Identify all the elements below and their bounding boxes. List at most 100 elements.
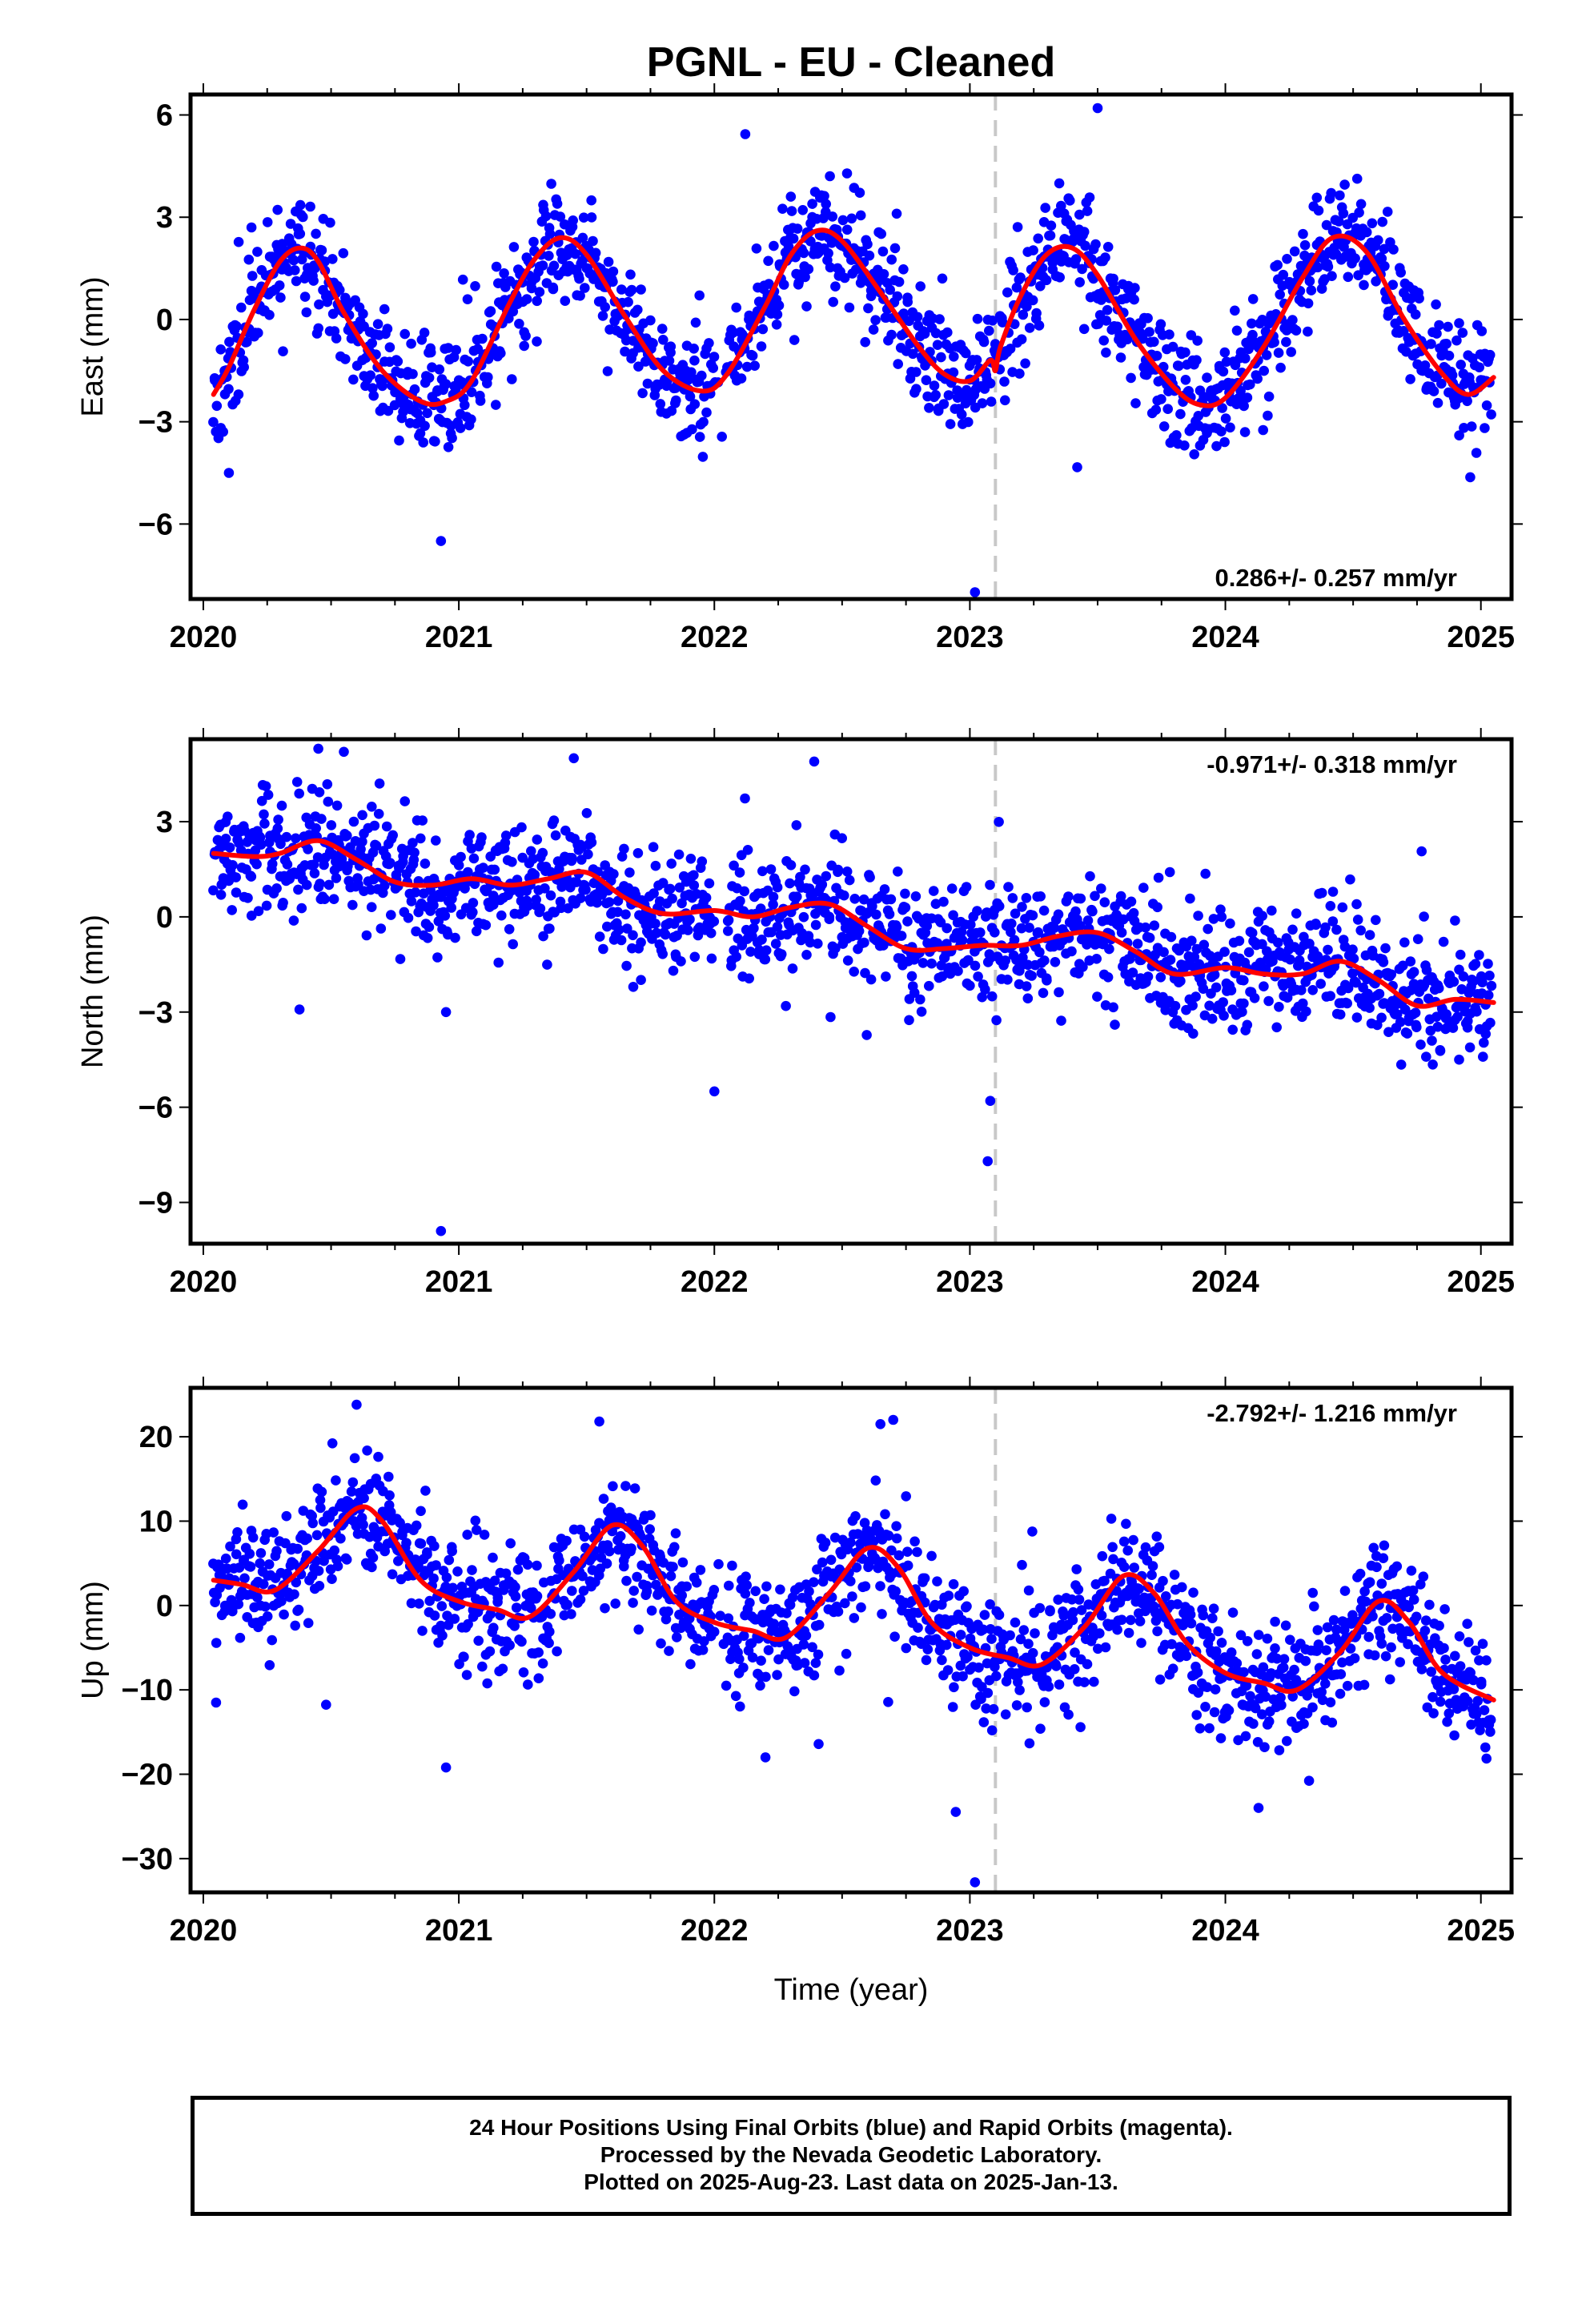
up-point xyxy=(1121,1518,1131,1530)
up-point xyxy=(1282,1735,1292,1747)
up-point xyxy=(670,1528,681,1538)
up-point xyxy=(335,1533,346,1544)
north-point xyxy=(1153,872,1164,883)
up-point xyxy=(1146,1570,1157,1580)
north-point xyxy=(865,974,877,985)
up-point xyxy=(798,1639,809,1650)
north-y-tick-label: 0 xyxy=(156,901,173,935)
north-data-layer xyxy=(208,739,1497,1244)
north-point xyxy=(554,863,564,875)
east-point xyxy=(308,275,319,286)
north-x-tick-label: 2021 xyxy=(425,1265,493,1299)
up-point xyxy=(889,1631,900,1642)
east-point xyxy=(491,400,501,410)
up-point xyxy=(919,1573,930,1584)
up-point xyxy=(1209,1707,1220,1718)
north-point xyxy=(1211,982,1222,993)
north-point xyxy=(432,952,443,963)
up-x-tick-label: 2025 xyxy=(1447,1914,1515,1948)
east-point xyxy=(1056,200,1066,211)
north-point xyxy=(316,814,327,824)
north-point xyxy=(990,927,1000,938)
up-point xyxy=(912,1546,922,1558)
east-point xyxy=(499,268,509,279)
up-point xyxy=(1223,1705,1235,1716)
east-data-layer xyxy=(208,94,1496,599)
north-point xyxy=(1002,975,1013,985)
east-point xyxy=(1326,187,1336,199)
north-point xyxy=(837,833,847,843)
east-point xyxy=(1164,329,1174,340)
up-point xyxy=(950,1807,962,1817)
east-point xyxy=(1275,362,1286,373)
up-point xyxy=(1158,1575,1168,1586)
up-point xyxy=(709,1585,720,1595)
north-point xyxy=(1412,934,1423,944)
north-point xyxy=(1237,1007,1247,1017)
up-point xyxy=(741,1571,751,1582)
east-point xyxy=(243,254,255,265)
east-point xyxy=(1321,219,1332,231)
up-point xyxy=(883,1697,893,1707)
north-point xyxy=(985,1096,996,1106)
up-point xyxy=(845,1537,856,1548)
east-point xyxy=(570,248,580,259)
north-point xyxy=(1468,975,1479,987)
up-point xyxy=(1058,1610,1069,1621)
east-point xyxy=(483,372,493,383)
north-point xyxy=(1227,1024,1238,1035)
east-point xyxy=(747,350,758,361)
east-point xyxy=(436,536,447,546)
up-point xyxy=(1140,1542,1151,1553)
east-point xyxy=(1102,304,1113,316)
east-point xyxy=(274,280,285,291)
north-point xyxy=(1024,923,1034,933)
east-point xyxy=(685,391,696,402)
north-point xyxy=(676,956,686,967)
up-point xyxy=(1024,1738,1035,1749)
east-point xyxy=(1028,245,1038,255)
east-point xyxy=(430,436,440,447)
north-point xyxy=(1127,967,1138,978)
north-point xyxy=(563,903,573,914)
up-point xyxy=(289,1589,299,1600)
north-point xyxy=(1075,893,1086,904)
east-point xyxy=(548,260,560,271)
north-point xyxy=(259,809,269,820)
up-point xyxy=(629,1483,640,1494)
north-point xyxy=(1155,972,1166,983)
east-point xyxy=(544,228,556,239)
east-point xyxy=(878,269,889,279)
up-point xyxy=(1260,1691,1271,1702)
up-point xyxy=(1192,1667,1203,1678)
north-point xyxy=(1372,1019,1383,1031)
up-point xyxy=(1443,1708,1455,1719)
up-point xyxy=(1226,1647,1237,1658)
up-point xyxy=(840,1598,850,1609)
north-point xyxy=(586,837,597,848)
east-point xyxy=(1454,318,1464,328)
east-point xyxy=(938,399,950,409)
up-point xyxy=(1181,1651,1192,1662)
north-point xyxy=(1304,939,1315,949)
up-point xyxy=(948,1578,959,1590)
east-point xyxy=(1361,227,1372,238)
up-point xyxy=(620,1481,631,1491)
up-point xyxy=(1152,1626,1162,1637)
north-point xyxy=(604,897,615,907)
panel-up: 2020 2021 2022 2023 2024 2025−30−20−1001020Up… xyxy=(76,1377,1523,1948)
up-point xyxy=(909,1536,920,1547)
north-point xyxy=(272,823,283,834)
up-point xyxy=(532,1560,542,1571)
up-point xyxy=(263,1559,275,1570)
north-point xyxy=(1419,911,1429,922)
east-point xyxy=(825,262,836,273)
north-point xyxy=(409,847,420,858)
east-point xyxy=(1046,220,1057,231)
up-point xyxy=(247,1532,259,1543)
east-point xyxy=(514,319,524,329)
up-point xyxy=(1047,1630,1058,1641)
north-y-tick-label: −6 xyxy=(139,1092,173,1125)
east-x-tick-label: 2022 xyxy=(681,621,749,654)
east-point xyxy=(942,327,953,338)
